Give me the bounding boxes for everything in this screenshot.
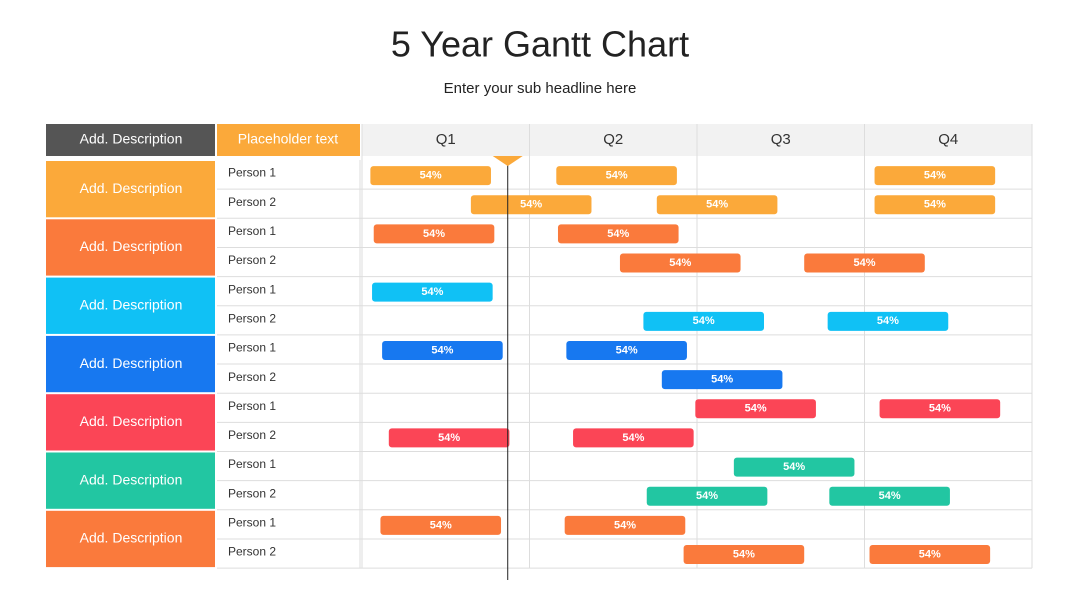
- bar-label: 54%: [853, 257, 875, 269]
- bar-label: 54%: [438, 432, 460, 444]
- task-bar: [372, 282, 493, 302]
- group-label: Add. Description: [80, 471, 183, 487]
- group-cell: [46, 510, 215, 568]
- group-cell: [46, 161, 215, 218]
- task-bar: [874, 166, 996, 186]
- x-tick-label: Q2: [603, 131, 623, 148]
- row-label: Person 2: [228, 311, 276, 325]
- task-bar: [643, 311, 764, 331]
- task-bar: [656, 195, 778, 215]
- row-label: Person 1: [228, 399, 276, 413]
- group-label: Add. Description: [80, 530, 183, 546]
- bar-label: 54%: [711, 374, 733, 386]
- task-bar: [646, 486, 768, 506]
- x-tick-label: Q3: [771, 131, 791, 148]
- bar-label: 54%: [614, 519, 636, 531]
- task-bar: [564, 515, 686, 535]
- task-bar: [370, 166, 491, 186]
- task-bar: [470, 195, 592, 215]
- x-tick-label: Q4: [938, 131, 958, 148]
- bar-label: 54%: [616, 344, 638, 356]
- bar-label: 54%: [783, 461, 805, 473]
- header-text: Placeholder text: [238, 131, 339, 147]
- task-bar: [869, 545, 991, 565]
- task-bar: [683, 545, 805, 565]
- bar-label: 54%: [423, 228, 445, 240]
- task-bar: [619, 253, 741, 273]
- task-bar: [874, 195, 996, 215]
- group-cell: [46, 452, 215, 509]
- task-bar: [573, 428, 694, 448]
- header-cell: [46, 124, 215, 156]
- task-bar: [388, 428, 510, 448]
- bar-label: 54%: [929, 403, 951, 415]
- task-bar: [373, 224, 495, 244]
- task-bar: [556, 166, 677, 186]
- group-label: Add. Description: [80, 180, 183, 196]
- bar-label: 54%: [879, 490, 901, 502]
- task-bar: [733, 457, 855, 477]
- bar-label: 54%: [733, 548, 755, 560]
- group-label: Add. Description: [80, 413, 183, 429]
- bar-label: 54%: [696, 490, 718, 502]
- group-label: Add. Description: [80, 296, 183, 312]
- task-bar: [695, 399, 816, 419]
- row-label: Person 2: [228, 253, 276, 267]
- task-bar: [879, 399, 1001, 419]
- bar-label: 54%: [431, 344, 453, 356]
- task-bar: [566, 340, 687, 360]
- bar-label: 54%: [924, 169, 946, 181]
- row-label: Person 1: [228, 516, 276, 530]
- row-label: Person 1: [228, 166, 276, 180]
- bar-label: 54%: [877, 315, 899, 327]
- task-bar: [827, 311, 949, 331]
- bar-label: 54%: [421, 286, 443, 298]
- bar-label: 54%: [706, 199, 728, 211]
- task-bar: [829, 486, 950, 506]
- group-label: Add. Description: [80, 238, 183, 254]
- task-bar: [557, 224, 679, 244]
- bar-label: 54%: [693, 315, 715, 327]
- group-label: Add. Description: [80, 355, 183, 371]
- row-label: Person 2: [228, 370, 276, 384]
- row-label: Person 1: [228, 224, 276, 238]
- today-marker: [492, 156, 523, 166]
- chart-title: 5 Year Gantt Chart: [391, 24, 689, 65]
- task-bar: [661, 370, 783, 390]
- bar-label: 54%: [520, 199, 542, 211]
- row-label: Person 1: [228, 282, 276, 296]
- row-label: Person 2: [228, 428, 276, 442]
- header-text: Add. Description: [80, 131, 183, 147]
- bar-label: 54%: [924, 199, 946, 211]
- task-bar: [380, 515, 502, 535]
- bar-label: 54%: [420, 169, 442, 181]
- bar-label: 54%: [606, 169, 628, 181]
- group-cell: [46, 219, 215, 276]
- bar-label: 54%: [622, 432, 644, 444]
- task-bar: [382, 340, 503, 360]
- row-label: Person 1: [228, 341, 276, 355]
- row-label: Person 2: [228, 486, 276, 500]
- row-label: Person 2: [228, 545, 276, 559]
- group-cell: [46, 277, 215, 334]
- row-label: Person 1: [228, 457, 276, 471]
- task-bar: [804, 253, 925, 273]
- x-tick-label: Q1: [436, 131, 456, 148]
- bar-label: 54%: [607, 228, 629, 240]
- row-label: Person 2: [228, 195, 276, 209]
- header-cell: [217, 124, 360, 156]
- bar-label: 54%: [430, 519, 452, 531]
- bar-label: 54%: [919, 548, 941, 560]
- group-cell: [46, 335, 215, 393]
- bar-label: 54%: [745, 403, 767, 415]
- group-cell: [46, 394, 215, 451]
- bar-label: 54%: [669, 257, 691, 269]
- chart-subtitle: Enter your sub headline here: [444, 80, 637, 97]
